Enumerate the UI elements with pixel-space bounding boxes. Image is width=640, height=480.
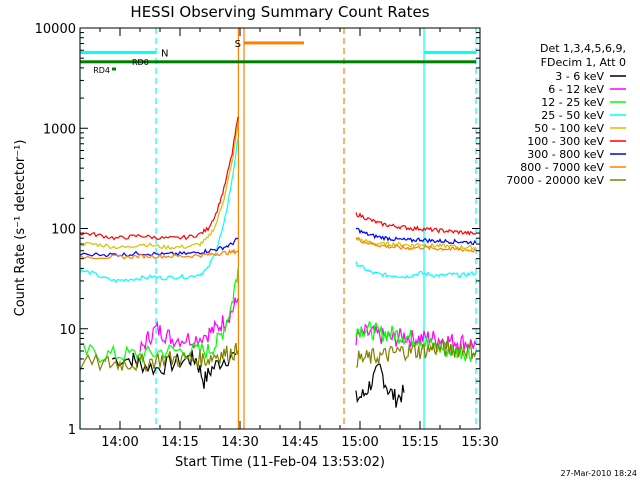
x-tick-label-6: 15:30 (461, 435, 498, 450)
series-line-6-seg-1 (355, 227, 477, 246)
y-tick-label-1: 10 (59, 323, 76, 338)
series-line-0-seg-1 (355, 363, 405, 408)
flag-label-rd0: RD0 (132, 58, 149, 67)
series-line-2-seg-0 (79, 268, 239, 364)
y-tick-label-3: 1000 (43, 122, 76, 137)
series-line-0-seg-0 (111, 350, 237, 389)
x-axis-label: Start Time (11-Feb-04 13:53:02) (175, 455, 385, 470)
legend-entry-3: 25 - 50 keV (541, 109, 604, 122)
series-line-7-seg-0 (79, 248, 239, 260)
series-line-5-seg-0 (79, 116, 239, 241)
x-tick-label-5: 15:15 (401, 435, 438, 450)
legend-entry-6: 300 - 800 keV (527, 148, 604, 161)
flag-label-s: S (235, 39, 241, 50)
legend-header-1: FDecim 1, Att 0 (541, 56, 626, 69)
x-tick-label-1: 14:15 (161, 435, 198, 450)
legend-entry-4: 50 - 100 keV (534, 122, 604, 135)
series-line-1-seg-1 (355, 323, 477, 352)
series-line-7-seg-1 (355, 236, 477, 253)
flag-bar-s-0 (244, 41, 304, 45)
legend-entry-8: 7000 - 20000 keV (506, 174, 604, 187)
x-tick-label-2: 14:30 (221, 435, 258, 450)
y-tick-label-0: 1 (68, 423, 76, 438)
x-tick-label-0: 14:00 (101, 435, 138, 450)
flag-label-n: N (161, 48, 168, 59)
legend-entry-5: 100 - 300 keV (527, 135, 604, 148)
plot-content: N RD0 RD4 S (79, 28, 477, 429)
y-tick-label-4: 10000 (35, 22, 76, 37)
legend-entry-2: 12 - 25 keV (541, 96, 604, 109)
footer-date: 27-Mar-2010 18:24 (561, 469, 638, 478)
series-line-5-seg-1 (355, 212, 477, 236)
x-tick-label-4: 15:00 (341, 435, 378, 450)
legend: Det 1,3,4,5,6,9,FDecim 1, Att 03 - 6 keV… (506, 42, 626, 187)
series-line-3-seg-1 (355, 261, 477, 279)
series-line-2-seg-1 (355, 320, 477, 362)
axis-ticks: 1 10 100 1000 10000 14:00 14:15 14:30 14:45 15:00… (35, 22, 499, 450)
series-line-8-seg-1 (355, 339, 477, 368)
series-line-3-seg-0 (79, 137, 239, 284)
flag-bar-n-1 (424, 50, 476, 54)
series-line-4-seg-1 (355, 236, 477, 251)
series-line-4-seg-0 (79, 124, 239, 251)
legend-entry-7: 800 - 7000 keV (520, 161, 604, 174)
x-tick-label-3: 14:45 (281, 435, 318, 450)
flag-bar-rd4-0 (112, 67, 116, 71)
y-axis-label: Count Rate (s⁻¹ detector⁻¹) (13, 140, 28, 317)
y-tick-label-2: 100 (51, 223, 76, 238)
legend-header-0: Det 1,3,4,5,6,9, (540, 42, 626, 55)
series-line-8-seg-0 (79, 342, 239, 373)
flag-bar-rd0-0 (80, 60, 476, 64)
legend-entry-0: 3 - 6 keV (555, 70, 604, 83)
chart-title: HESSI Observing Summary Count Rates (130, 3, 429, 21)
flag-bar-n-0 (80, 50, 156, 54)
legend-entry-1: 6 - 12 keV (548, 83, 604, 96)
flag-label-rd4: RD4 (93, 66, 110, 75)
